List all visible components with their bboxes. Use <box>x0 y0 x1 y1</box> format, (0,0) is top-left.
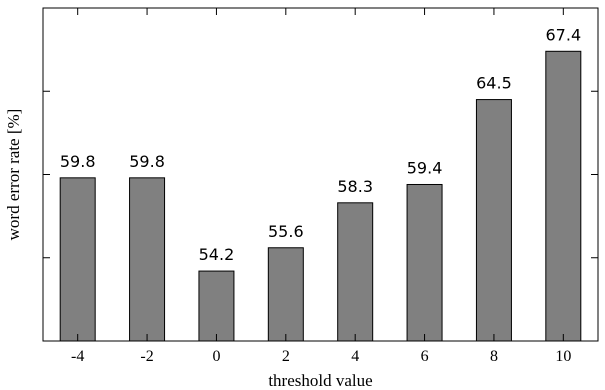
x-tick-label-0: 0 <box>212 348 220 365</box>
x-tick-label-6: 6 <box>421 348 429 365</box>
data-label-8: 64.5 <box>476 74 512 93</box>
ticks-layer <box>43 8 598 341</box>
plot-frame <box>42 7 599 342</box>
bar-8 <box>475 99 512 342</box>
x-tick-label-10: 10 <box>555 348 571 365</box>
bars-layer <box>59 50 582 342</box>
x-tick-label-4: 4 <box>351 348 359 365</box>
data-label-10: 67.4 <box>546 25 582 44</box>
bar-2 <box>267 247 304 342</box>
bar--2 <box>129 177 166 342</box>
data-label-6: 59.4 <box>407 158 443 177</box>
x-tick-label-2: 2 <box>282 348 290 365</box>
labels-layer: 59.8 -4 59.8 -2 54.2 0 55.6 2 58.3 4 59.4 6 64.5 8 67.… <box>60 25 581 365</box>
x-tick-label--2: -2 <box>140 348 153 365</box>
x-tick-label--4: -4 <box>71 348 84 365</box>
x-tick-label-8: 8 <box>490 348 498 365</box>
bar-6 <box>406 183 443 342</box>
y-axis-title: word error rate [%] <box>4 109 23 241</box>
bar-0 <box>198 270 235 342</box>
data-label-4: 58.3 <box>337 177 373 196</box>
data-label--2: 59.8 <box>129 152 165 171</box>
data-label--4: 59.8 <box>60 152 96 171</box>
data-label-2: 55.6 <box>268 222 304 241</box>
bar--4 <box>59 177 96 342</box>
x-axis-title: threshold value <box>268 371 372 390</box>
bar-10 <box>545 50 582 342</box>
data-label-0: 54.2 <box>199 245 235 264</box>
bar-4 <box>337 202 374 342</box>
